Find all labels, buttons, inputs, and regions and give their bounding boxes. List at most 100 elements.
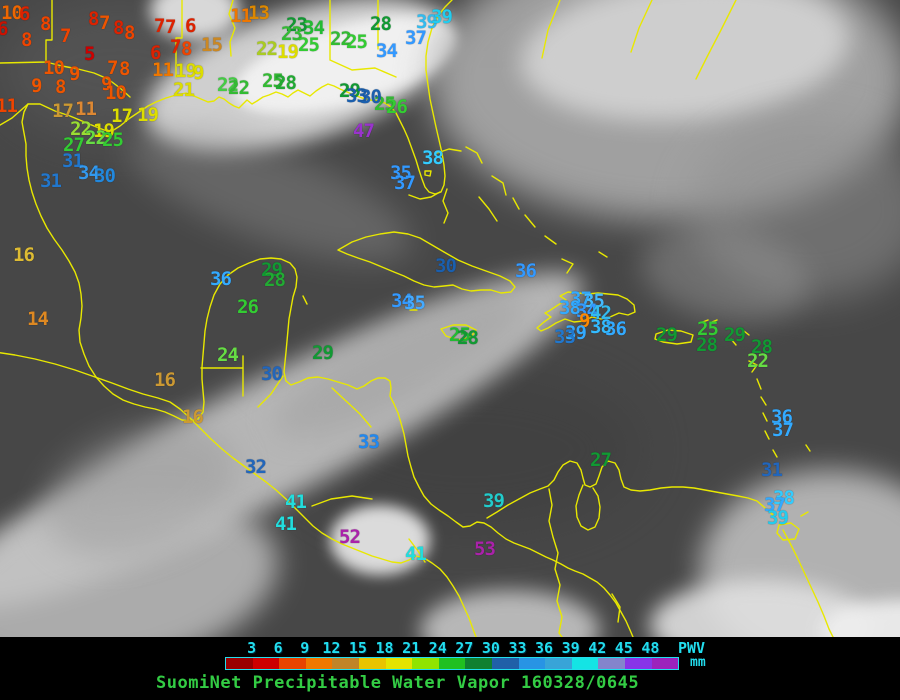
station-value: 19 bbox=[93, 120, 115, 142]
station-value: 10 bbox=[43, 57, 65, 79]
map-title: SuomiNet Precipitable Water Vapor 160328… bbox=[156, 673, 640, 693]
station-value: 36 bbox=[515, 260, 537, 282]
station-value: 42 bbox=[590, 302, 612, 324]
colorbar-segment bbox=[624, 658, 652, 669]
station-value: 8 bbox=[55, 76, 66, 98]
station-value: 33 bbox=[554, 326, 576, 348]
colorbar-segment bbox=[465, 658, 492, 669]
station-value: 41 bbox=[405, 543, 427, 565]
station-value: 8 bbox=[119, 58, 130, 80]
station-value: 7 bbox=[154, 15, 165, 37]
station-value: 22 bbox=[70, 118, 92, 140]
pwv-unit: mm bbox=[690, 655, 706, 670]
station-value: 6 bbox=[0, 18, 8, 40]
colorbar-segment bbox=[226, 658, 253, 669]
station-value: 22 bbox=[256, 38, 278, 60]
colorbar-segment bbox=[598, 658, 625, 669]
station-value: 31 bbox=[40, 170, 62, 192]
station-value: 39 bbox=[767, 507, 789, 529]
station-value: 25 bbox=[346, 31, 368, 53]
station-value: 25 bbox=[262, 70, 284, 92]
station-value: 23 bbox=[281, 23, 303, 45]
colorbar-segment bbox=[252, 658, 280, 669]
station-value: 22 bbox=[228, 77, 250, 99]
station-value: 8 bbox=[21, 29, 32, 51]
station-value: 28 bbox=[370, 13, 392, 35]
station-value: 10 bbox=[1, 2, 23, 24]
cloud-mass bbox=[690, 120, 900, 300]
station-value: 6 bbox=[19, 3, 30, 25]
colorbar-segment bbox=[518, 658, 546, 669]
station-value: 28 bbox=[696, 334, 718, 356]
colorbar-segment bbox=[571, 658, 599, 669]
station-value: 11 bbox=[152, 59, 174, 81]
station-value: 30 bbox=[360, 86, 382, 108]
station-value: 29 bbox=[312, 342, 334, 364]
scale-tick: 15 bbox=[348, 639, 367, 657]
colorbar-segment bbox=[491, 658, 519, 669]
station-value: 39 bbox=[431, 6, 453, 28]
station-value: 27 bbox=[63, 134, 85, 156]
station-value: 37 bbox=[772, 419, 794, 441]
station-value: 31 bbox=[761, 459, 783, 481]
station-value: 22 bbox=[330, 28, 352, 50]
station-value: 39 bbox=[416, 11, 438, 33]
station-value: 24 bbox=[217, 344, 239, 366]
station-value: 39 bbox=[565, 322, 587, 344]
station-value: 37 bbox=[570, 288, 592, 310]
station-value: 33 bbox=[346, 85, 368, 107]
station-value: 38 bbox=[559, 297, 581, 319]
station-value: 34 bbox=[576, 300, 598, 322]
station-value: 28 bbox=[457, 327, 479, 349]
station-value: 27 bbox=[590, 449, 612, 471]
station-value: 9 bbox=[31, 75, 42, 97]
station-value: 36 bbox=[210, 268, 232, 290]
station-value: 16 bbox=[13, 244, 35, 266]
station-values-layer: 10 6 6 8 8 7 8 7 8 8 7 7 6 7 8 6 5 10 9 7 8 9 8 9 10 11 19 9 15 11 13 1… bbox=[0, 2, 795, 565]
station-value: 38 bbox=[590, 316, 612, 338]
station-value: 29 bbox=[724, 324, 746, 346]
station-value: 9 bbox=[579, 310, 590, 332]
station-value: 28 bbox=[751, 336, 773, 358]
station-value: 29 bbox=[261, 259, 283, 281]
station-value: 8 bbox=[88, 8, 99, 30]
station-value: 29 bbox=[339, 80, 361, 102]
scale-tick: 39 bbox=[561, 639, 580, 657]
station-value: 22 bbox=[747, 350, 769, 372]
station-value: 35 bbox=[583, 290, 605, 312]
scale-tick: 24 bbox=[428, 639, 447, 657]
station-value: 37 bbox=[405, 27, 427, 49]
station-value: 34 bbox=[78, 162, 100, 184]
station-value: 8 bbox=[113, 17, 124, 39]
station-value: 25 bbox=[298, 34, 320, 56]
station-value: 7 bbox=[60, 25, 71, 47]
station-value: 34 bbox=[303, 17, 325, 39]
station-value: 36 bbox=[771, 406, 793, 428]
station-value: 17 bbox=[52, 100, 74, 122]
station-value: 30 bbox=[94, 165, 116, 187]
station-value: 33 bbox=[358, 431, 380, 453]
station-value: 52 bbox=[339, 526, 361, 548]
station-value: 30 bbox=[435, 255, 457, 277]
station-value: 16 bbox=[154, 369, 176, 391]
station-value: 7 bbox=[170, 36, 181, 58]
station-value: 16 bbox=[182, 406, 204, 428]
station-value: 14 bbox=[27, 308, 49, 330]
colorbar-segment bbox=[651, 658, 679, 669]
scale-tick: 12 bbox=[322, 639, 341, 657]
station-value: 13 bbox=[248, 2, 270, 24]
scale-tick: 36 bbox=[535, 639, 554, 657]
scale-tick: 42 bbox=[588, 639, 607, 657]
colorbar-segment bbox=[545, 658, 572, 669]
colorbar-segment bbox=[332, 658, 359, 669]
station-value: 36 bbox=[605, 318, 627, 340]
station-value: 8 bbox=[124, 22, 135, 44]
station-value: 22 bbox=[85, 127, 107, 149]
scale-tick: 30 bbox=[481, 639, 500, 657]
station-value: 11 bbox=[75, 98, 97, 120]
station-value: 37 bbox=[764, 494, 786, 516]
station-value: 7 bbox=[107, 57, 118, 79]
station-value: 11 bbox=[0, 95, 18, 117]
station-value: 25 bbox=[102, 129, 124, 151]
